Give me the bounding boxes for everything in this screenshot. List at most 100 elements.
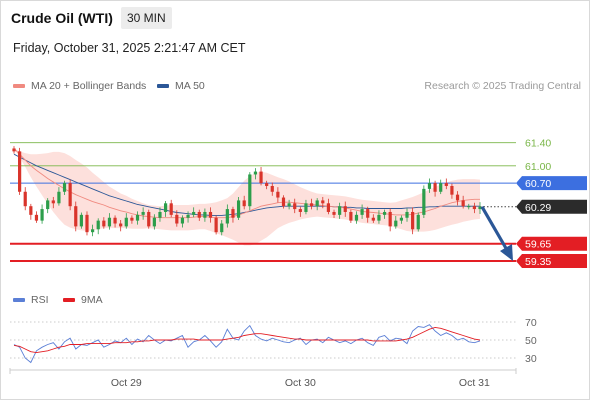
rsi-ma-line [13,326,481,354]
candle-body [23,191,27,207]
candle-body [102,220,106,227]
candle-body [34,214,39,221]
candle-body [124,217,128,227]
candle [163,201,168,217]
candle [315,198,319,211]
candle-body [12,148,16,152]
candle [253,168,258,180]
candle [332,209,336,219]
candle-body [152,217,156,227]
candle [96,218,100,235]
candle-body [366,209,370,218]
candle [467,203,471,210]
candle-body [422,188,426,215]
candle-body [130,217,134,221]
ma20-line [13,148,480,219]
rsi-swatch [13,298,25,302]
candle [29,203,33,220]
candle [265,180,269,190]
candle-body [214,217,218,233]
candle [472,202,476,214]
candle-body [265,183,269,186]
candle [208,207,213,223]
ma20-swatch [13,84,25,88]
candle-body [354,214,359,221]
candle [360,204,364,219]
candle [147,209,151,229]
level-label-61.40: 61.40 [525,138,551,150]
bollinger-band [14,148,480,246]
candle-body [40,209,44,221]
9ma-swatch [63,298,75,302]
candle-body [231,209,235,218]
candle-body [192,211,196,215]
candle-body [169,203,173,215]
rsi-line [13,324,481,364]
candle [236,196,241,221]
candle [338,202,342,219]
candle-body [276,191,280,198]
candle-body [287,203,291,207]
candle-body [326,203,331,212]
research-credit: Research © 2025 Trading Central [424,80,581,92]
candle-body [467,206,471,208]
candle [444,178,448,190]
candle [34,211,39,223]
legend-9ma: 9MA [63,294,103,306]
candle-body [242,200,246,207]
candle [186,211,190,223]
candle [141,207,145,220]
legend-ma20: MA 20 + Bollinger Bands [13,80,146,92]
candle-body [388,211,392,227]
candle [175,210,179,227]
forecast-arrow-head [500,243,513,261]
candle-body [197,211,201,218]
candle-body [29,206,33,215]
candle [23,187,27,211]
level-label-60.70: 60.70 [525,178,551,190]
candle-body [405,211,409,218]
candle-body [439,183,443,192]
candle [349,209,353,223]
candle [107,213,112,230]
candle [51,196,55,209]
candle-body [411,211,415,230]
rsi-tick-50: 50 [525,335,537,347]
level-label-59.65: 59.65 [525,239,551,251]
candle [203,208,207,222]
candle [270,182,274,196]
candle [304,199,308,215]
legend-ma50: MA 50 [157,80,205,92]
candle-body [85,214,89,233]
candle [102,217,106,229]
candle-body [163,203,168,212]
interval-button[interactable]: 30 MIN [121,7,172,29]
candle-body [135,214,140,221]
candle [119,220,123,232]
candle-body [18,151,22,192]
candle [287,199,291,210]
candle-body [68,183,72,207]
candle-body [175,214,179,224]
candle [394,216,398,229]
candle [433,180,437,197]
candle [416,212,420,232]
candle-body [321,200,325,204]
candle [371,214,375,223]
level-tag-59.65 [516,236,587,251]
level-label-59.35: 59.35 [525,256,551,268]
candle [242,195,246,210]
candle-body [461,200,465,207]
candle-body [57,191,61,204]
candle-body [332,211,336,215]
candle [276,187,280,203]
candle [74,201,78,232]
candle-body [315,200,319,207]
candle-body [259,171,263,184]
rsi-tick-30: 30 [525,353,537,365]
ma50-label: MA 50 [175,80,205,92]
candle [62,180,67,195]
legend-rsi: RSI [13,294,49,306]
candle [281,195,286,209]
9ma-label: 9MA [81,294,103,306]
